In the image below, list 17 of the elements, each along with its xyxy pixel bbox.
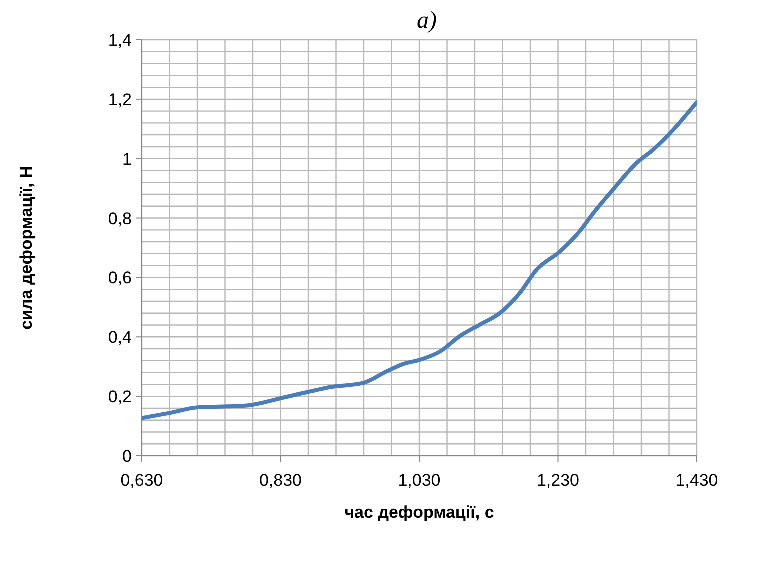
x-axis-title: час деформації, с <box>344 503 494 522</box>
y-tick-label: 0,8 <box>108 209 132 228</box>
x-tick-label: 1,230 <box>536 471 580 490</box>
y-tick-label: 0 <box>122 447 132 466</box>
y-axis-title: сила деформації, Н <box>17 166 36 330</box>
y-tick-label: 0,6 <box>108 268 132 288</box>
x-tick-label: 1,430 <box>676 471 718 490</box>
x-tick-label: 1,030 <box>398 471 441 490</box>
y-tick-label: 1,4 <box>108 31 132 50</box>
line-series <box>142 100 697 420</box>
y-tick-label: 0,4 <box>108 328 132 348</box>
y-tick-label: 1 <box>122 150 132 169</box>
y-tick-label: 1,2 <box>108 90 132 110</box>
x-tick-label: 0,630 <box>120 471 164 490</box>
x-tick-label: 0,830 <box>259 471 302 490</box>
y-tick-label: 0,2 <box>108 388 132 407</box>
chart-title: а) <box>417 8 437 34</box>
